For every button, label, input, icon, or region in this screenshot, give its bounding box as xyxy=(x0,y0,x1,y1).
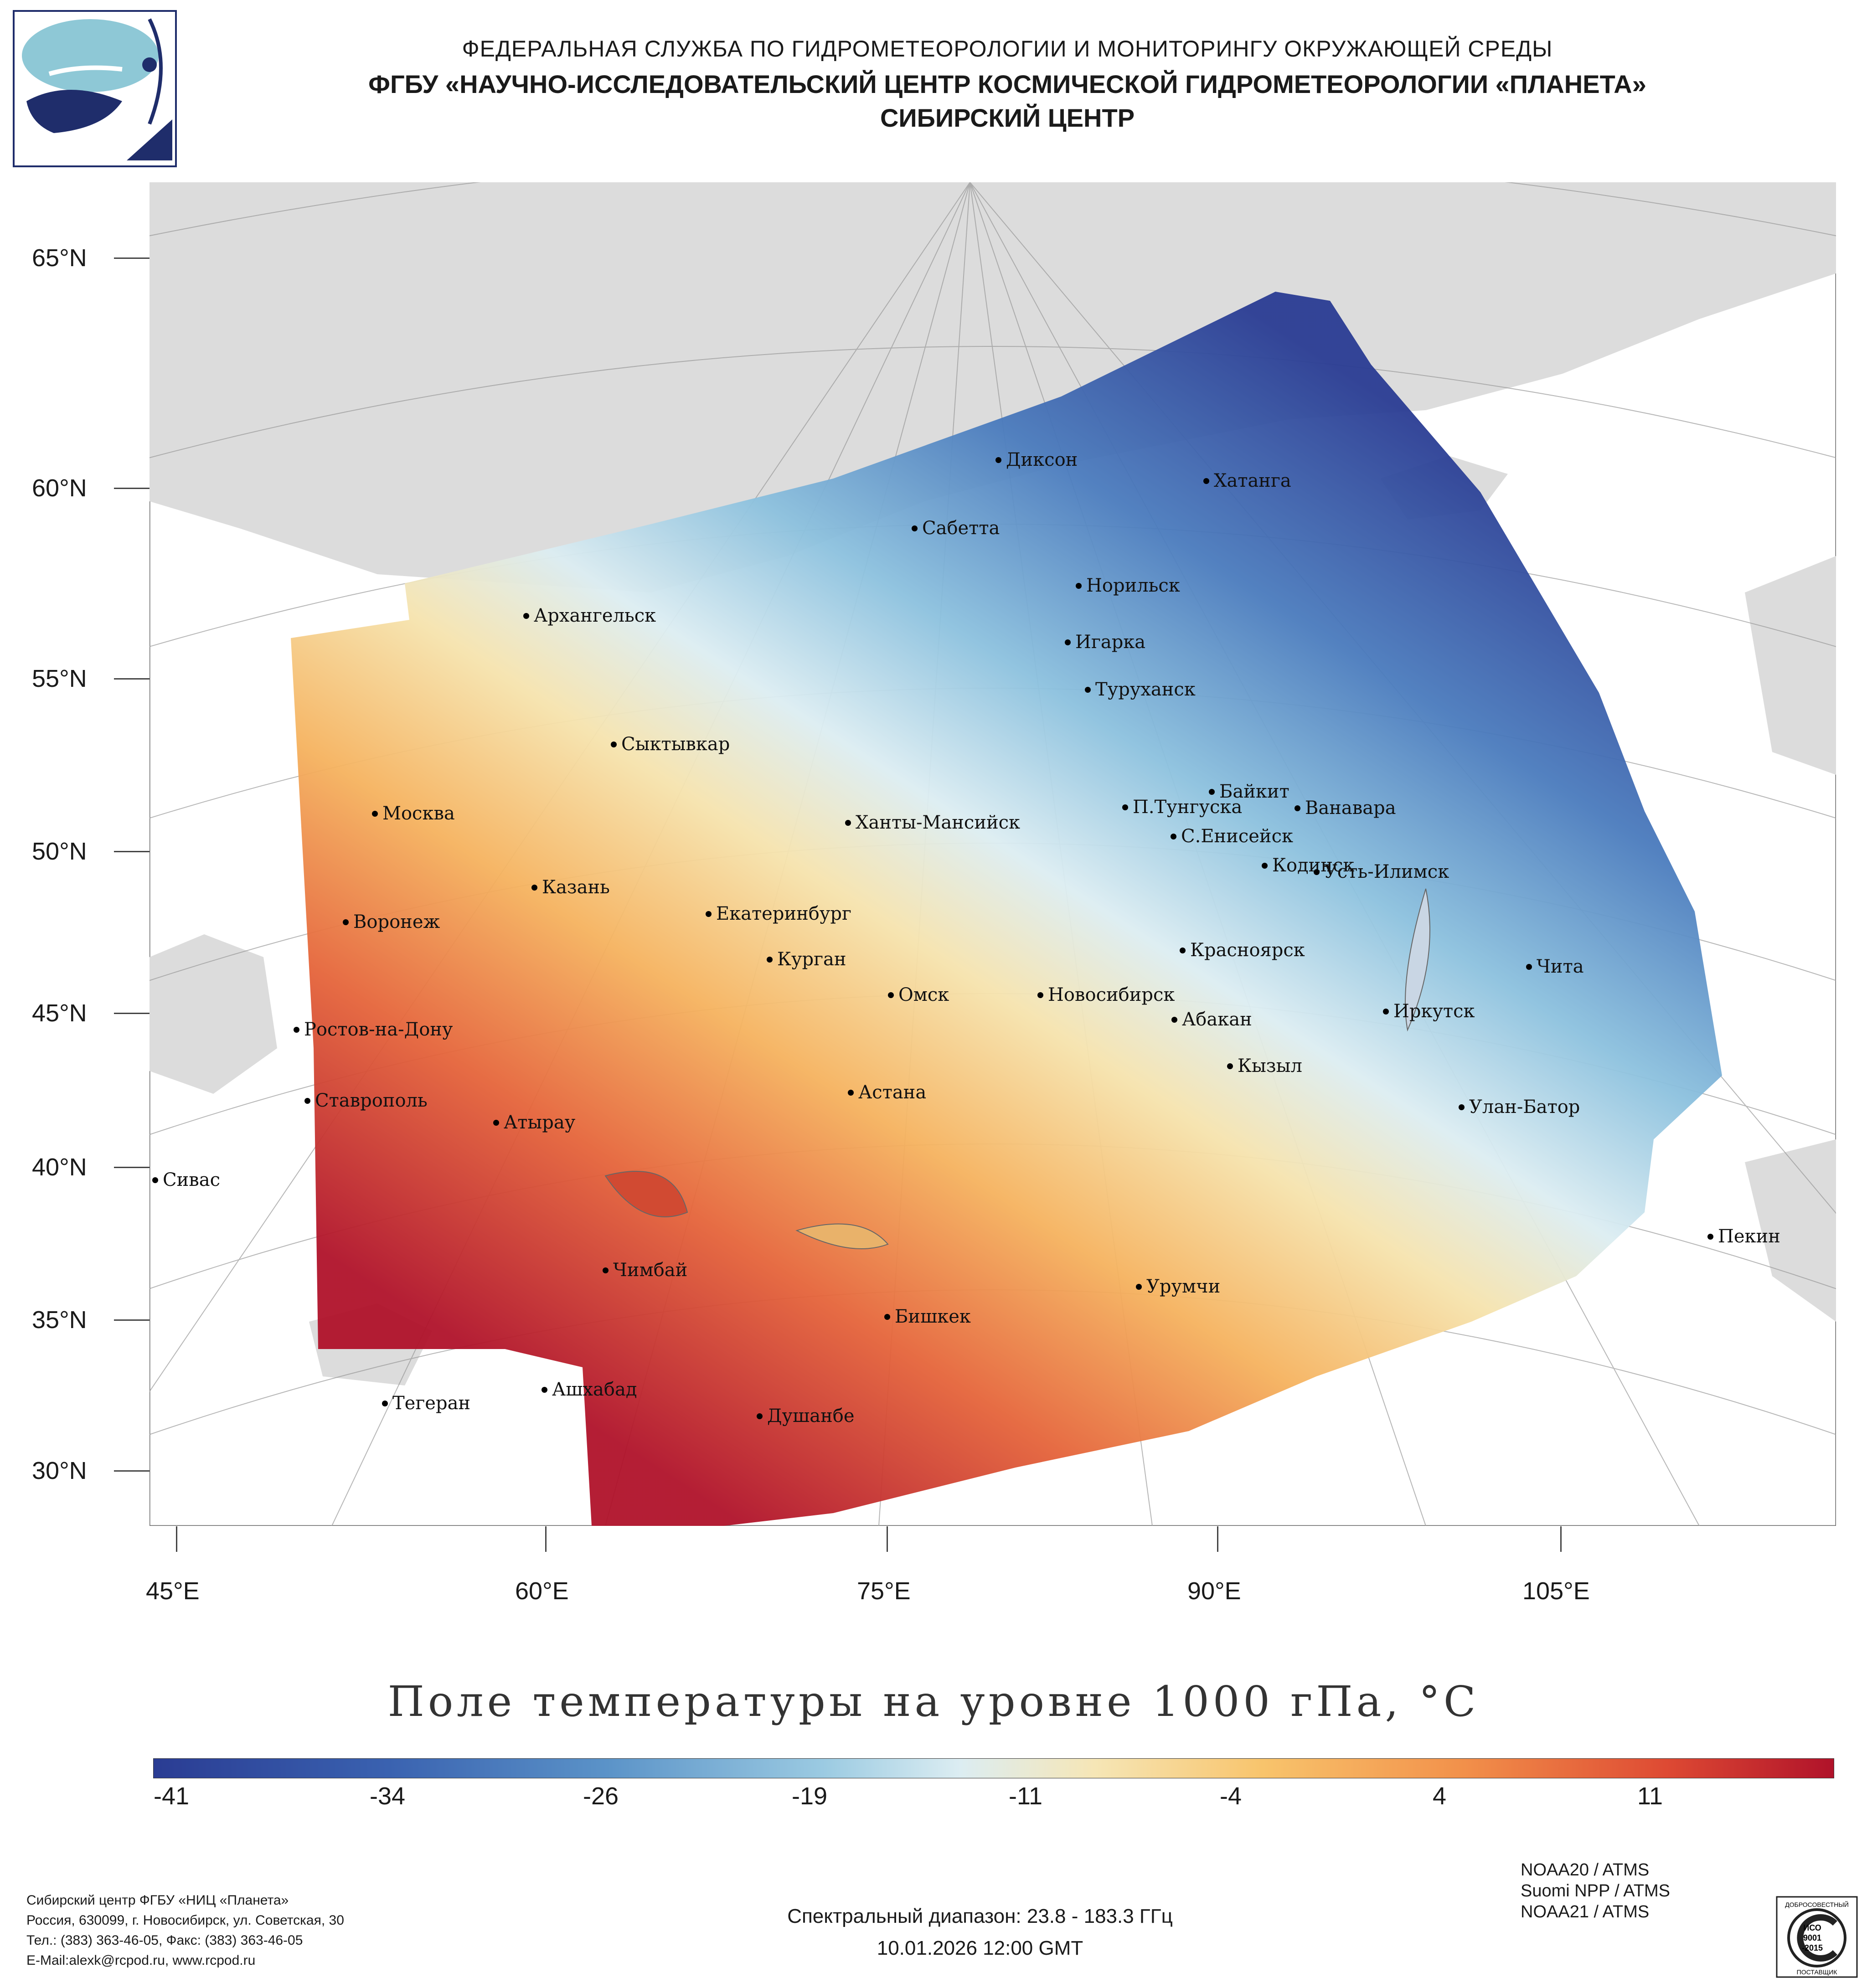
instrument: NOAA21 / ATMS xyxy=(1521,1902,1650,1921)
agency-line: ФЕДЕРАЛЬНАЯ СЛУЖБА ПО ГИДРОМЕТЕОРОЛОГИИ … xyxy=(462,36,1553,62)
city-marker: Тегеран xyxy=(382,1393,470,1414)
instrument: Suomi NPP / ATMS xyxy=(1521,1881,1671,1900)
observation-datetime: 10.01.2026 12:00 GMT xyxy=(877,1937,1083,1959)
city-marker: Ванавара xyxy=(1295,798,1396,819)
lat-label-40: 40°N xyxy=(32,1154,87,1181)
city-marker: Норильск xyxy=(1076,575,1180,596)
city-marker: Диксон xyxy=(995,449,1078,470)
city-marker: Казань xyxy=(531,877,610,898)
lat-label-60: 60°N xyxy=(32,474,87,502)
city-marker: П.Тунгуска xyxy=(1122,797,1242,818)
lat-tick xyxy=(114,1013,150,1014)
city-marker: Пекин xyxy=(1707,1226,1780,1247)
lat-label-45: 45°N xyxy=(32,999,87,1027)
city-marker: Омск xyxy=(888,984,949,1005)
iso-text: ИСО xyxy=(1803,1923,1821,1932)
city-marker: Кызыл xyxy=(1227,1056,1302,1076)
lat-label-55: 55°N xyxy=(32,665,87,692)
instrument-list: NOAA20 / ATMS Suomi NPP / ATMS NOAA21 / … xyxy=(1521,1859,1670,1922)
lat-label-35: 35°N xyxy=(32,1306,87,1334)
lat-tick xyxy=(114,258,150,259)
city-marker: Новосибирск xyxy=(1037,984,1175,1005)
lon-tick xyxy=(887,1526,888,1552)
city-marker: Ставрополь xyxy=(304,1090,428,1111)
planeta-logo xyxy=(13,10,177,167)
city-marker: Екатеринбург xyxy=(706,903,851,924)
lat-tick xyxy=(114,488,150,489)
lon-label-90: 90°E xyxy=(1187,1577,1241,1605)
colorbar-label: -11 xyxy=(1008,1782,1043,1810)
city-marker: Бишкек xyxy=(884,1306,971,1327)
lat-tick xyxy=(114,1470,150,1472)
lon-label-75: 75°E xyxy=(857,1577,911,1605)
colorbar-label: 11 xyxy=(1637,1782,1663,1810)
colorbar-label: -41 xyxy=(153,1782,190,1810)
lon-tick xyxy=(1217,1526,1218,1552)
city-marker: Курган xyxy=(767,949,846,970)
city-marker: Астана xyxy=(848,1082,926,1103)
lon-label-60: 60°E xyxy=(515,1577,569,1605)
city-marker: Усть-Илимск xyxy=(1314,861,1449,882)
org-email: E-Mail:alexk@rcpod.ru, www.rcpod.ru xyxy=(26,1953,256,1968)
city-marker: Иркутск xyxy=(1383,1001,1475,1022)
city-marker: С.Енисейск xyxy=(1171,826,1293,847)
city-marker: Ханты-Мансийск xyxy=(845,812,1020,833)
city-marker: Кодинск xyxy=(1262,855,1354,876)
city-marker: Улан-Батор xyxy=(1459,1097,1580,1118)
colorbar-label: -26 xyxy=(583,1782,619,1810)
city-marker: Абакан xyxy=(1171,1009,1252,1030)
lat-tick xyxy=(114,1319,150,1321)
city-marker: Сивас xyxy=(152,1169,220,1190)
iso-number: 9001 xyxy=(1803,1933,1821,1942)
city-marker: Москва xyxy=(372,803,455,824)
lon-tick xyxy=(545,1526,547,1552)
iso-top-text: ДОБРОСОВЕСТНЫЙ xyxy=(1785,1900,1849,1908)
city-marker: Сыктывкар xyxy=(611,734,730,755)
colorbar-label: 4 xyxy=(1432,1782,1447,1810)
colorbar-label: -4 xyxy=(1219,1782,1242,1810)
lon-tick xyxy=(176,1526,177,1552)
city-marker: Красноярск xyxy=(1180,940,1305,961)
lat-tick xyxy=(114,851,150,852)
city-marker: Атырау xyxy=(493,1112,575,1133)
instrument: NOAA20 / ATMS xyxy=(1521,1860,1650,1880)
lon-tick xyxy=(1560,1526,1562,1552)
city-marker: Чита xyxy=(1526,956,1584,977)
iso-year: -2015 xyxy=(1802,1943,1823,1952)
lat-label-30: 30°N xyxy=(32,1457,87,1484)
colorbar-label: -34 xyxy=(369,1782,406,1810)
institute-line: ФГБУ «НАУЧНО-ИССЛЕДОВАТЕЛЬСКИЙ ЦЕНТР КОС… xyxy=(368,70,1646,98)
lon-label-45: 45°E xyxy=(146,1577,200,1605)
lat-label-65: 65°N xyxy=(32,244,87,272)
center-line: СИБИРСКИЙ ЦЕНТР xyxy=(880,103,1135,132)
city-marker: Сабетта xyxy=(912,518,1000,539)
city-marker: Хатанга xyxy=(1203,470,1291,491)
org-address: Россия, 630099, г. Новосибирск, ул. Сове… xyxy=(26,1913,344,1928)
colorbar-label: -19 xyxy=(791,1782,828,1810)
city-marker: Архангельск xyxy=(523,605,656,626)
org-name: Сибирский центр ФГБУ «НИЦ «Планета» xyxy=(26,1893,289,1908)
iso-certificate-badge: ДОБРОСОВЕСТНЫЙ ИСО 9001 -2015 ПОСТАВЩИК xyxy=(1776,1896,1858,1978)
colorbar xyxy=(153,1758,1834,1778)
city-marker: Урумчи xyxy=(1136,1276,1220,1297)
spectral-range: Спектральный диапазон: 23.8 - 183.3 ГГц xyxy=(787,1905,1173,1927)
org-contact: Сибирский центр ФГБУ «НИЦ «Планета» Росс… xyxy=(26,1890,344,1971)
city-marker: Туруханск xyxy=(1085,679,1196,700)
city-marker: Воронеж xyxy=(343,912,440,932)
city-marker: Байкит xyxy=(1209,781,1289,802)
city-marker: Ростов-на-Дону xyxy=(294,1019,453,1040)
org-phone: Тел.: (383) 363-46-05, Факс: (383) 363-4… xyxy=(26,1933,303,1948)
temperature-map xyxy=(150,182,1836,1526)
city-marker: Чимбай xyxy=(603,1260,687,1281)
city-marker: Ашхабад xyxy=(542,1379,637,1400)
lat-label-50: 50°N xyxy=(32,838,87,865)
lon-label-105: 105°E xyxy=(1522,1577,1590,1605)
iso-bottom-text: ПОСТАВЩИК xyxy=(1797,1968,1838,1976)
lat-tick xyxy=(114,1167,150,1168)
map-title: Поле температуры на уровне 1000 гПа, °C xyxy=(387,1677,1480,1726)
city-marker: Душанбе xyxy=(757,1406,855,1427)
city-marker: Игарка xyxy=(1065,632,1145,653)
lat-tick xyxy=(114,678,150,680)
